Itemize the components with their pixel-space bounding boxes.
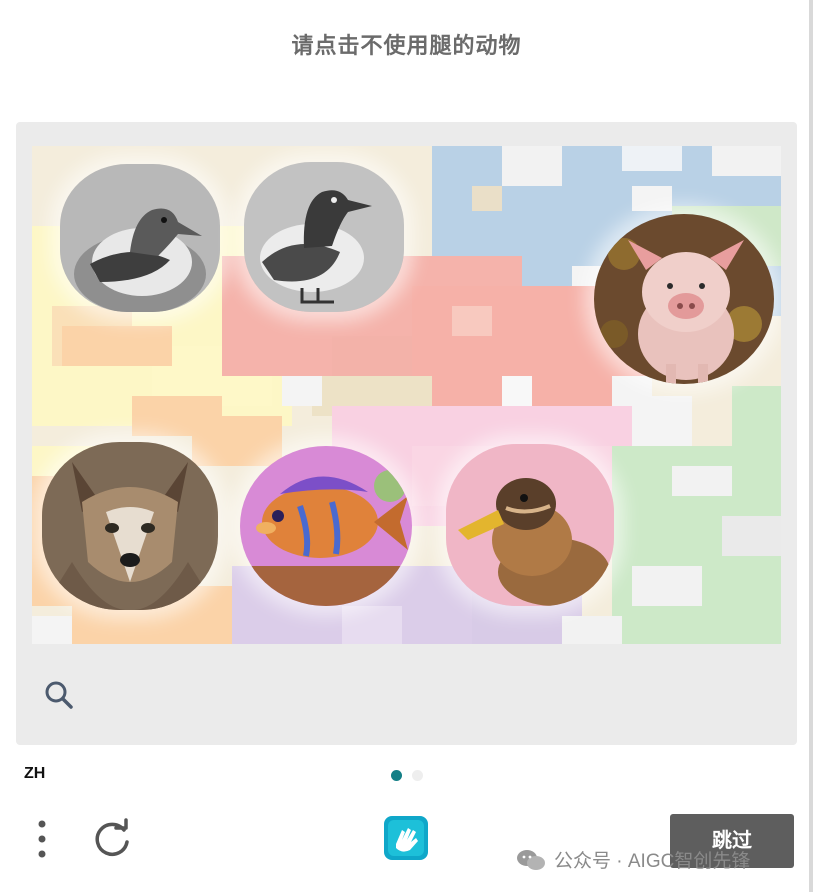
hand-icon: [384, 816, 428, 860]
duck-icon: [60, 164, 220, 312]
duck-icon: [244, 162, 404, 312]
hcaptcha-logo: [380, 812, 432, 864]
challenge-panel: [16, 122, 797, 745]
challenge-image: [32, 146, 781, 644]
pagination-dots: [391, 768, 429, 786]
refresh-icon: [95, 818, 129, 857]
image-tile-wolf[interactable]: [42, 442, 218, 610]
zoom-button[interactable]: [42, 678, 76, 712]
challenge-prompt: 请点击不使用腿的动物: [291, 33, 522, 58]
wechat-icon: [517, 849, 545, 870]
pagination-dot-active: [391, 770, 402, 781]
search-icon: [45, 681, 73, 709]
image-tile-duck[interactable]: [60, 164, 220, 312]
skip-button[interactable]: 跳过: [670, 814, 794, 868]
image-tile-pig[interactable]: [594, 214, 774, 384]
watermark-text: 公众号 · AIGC智创先锋: [554, 851, 751, 872]
watermark: 公众号 · AIGC智创先锋: [516, 846, 750, 873]
menu-button[interactable]: [30, 818, 54, 862]
duck-icon: [446, 444, 614, 606]
more-vertical-icon: [38, 820, 46, 858]
image-tile-duck[interactable]: [244, 162, 404, 312]
image-tile-duck[interactable]: [446, 444, 614, 606]
image-tile-fish[interactable]: [240, 446, 412, 606]
language-selector[interactable]: ZH: [24, 765, 46, 782]
frame-edge: [809, 0, 813, 892]
pig-icon: [594, 214, 774, 384]
refresh-button[interactable]: [92, 818, 134, 860]
fish-icon: [240, 446, 412, 606]
pagination-dot: [412, 770, 424, 781]
wolf-icon: [42, 442, 218, 610]
